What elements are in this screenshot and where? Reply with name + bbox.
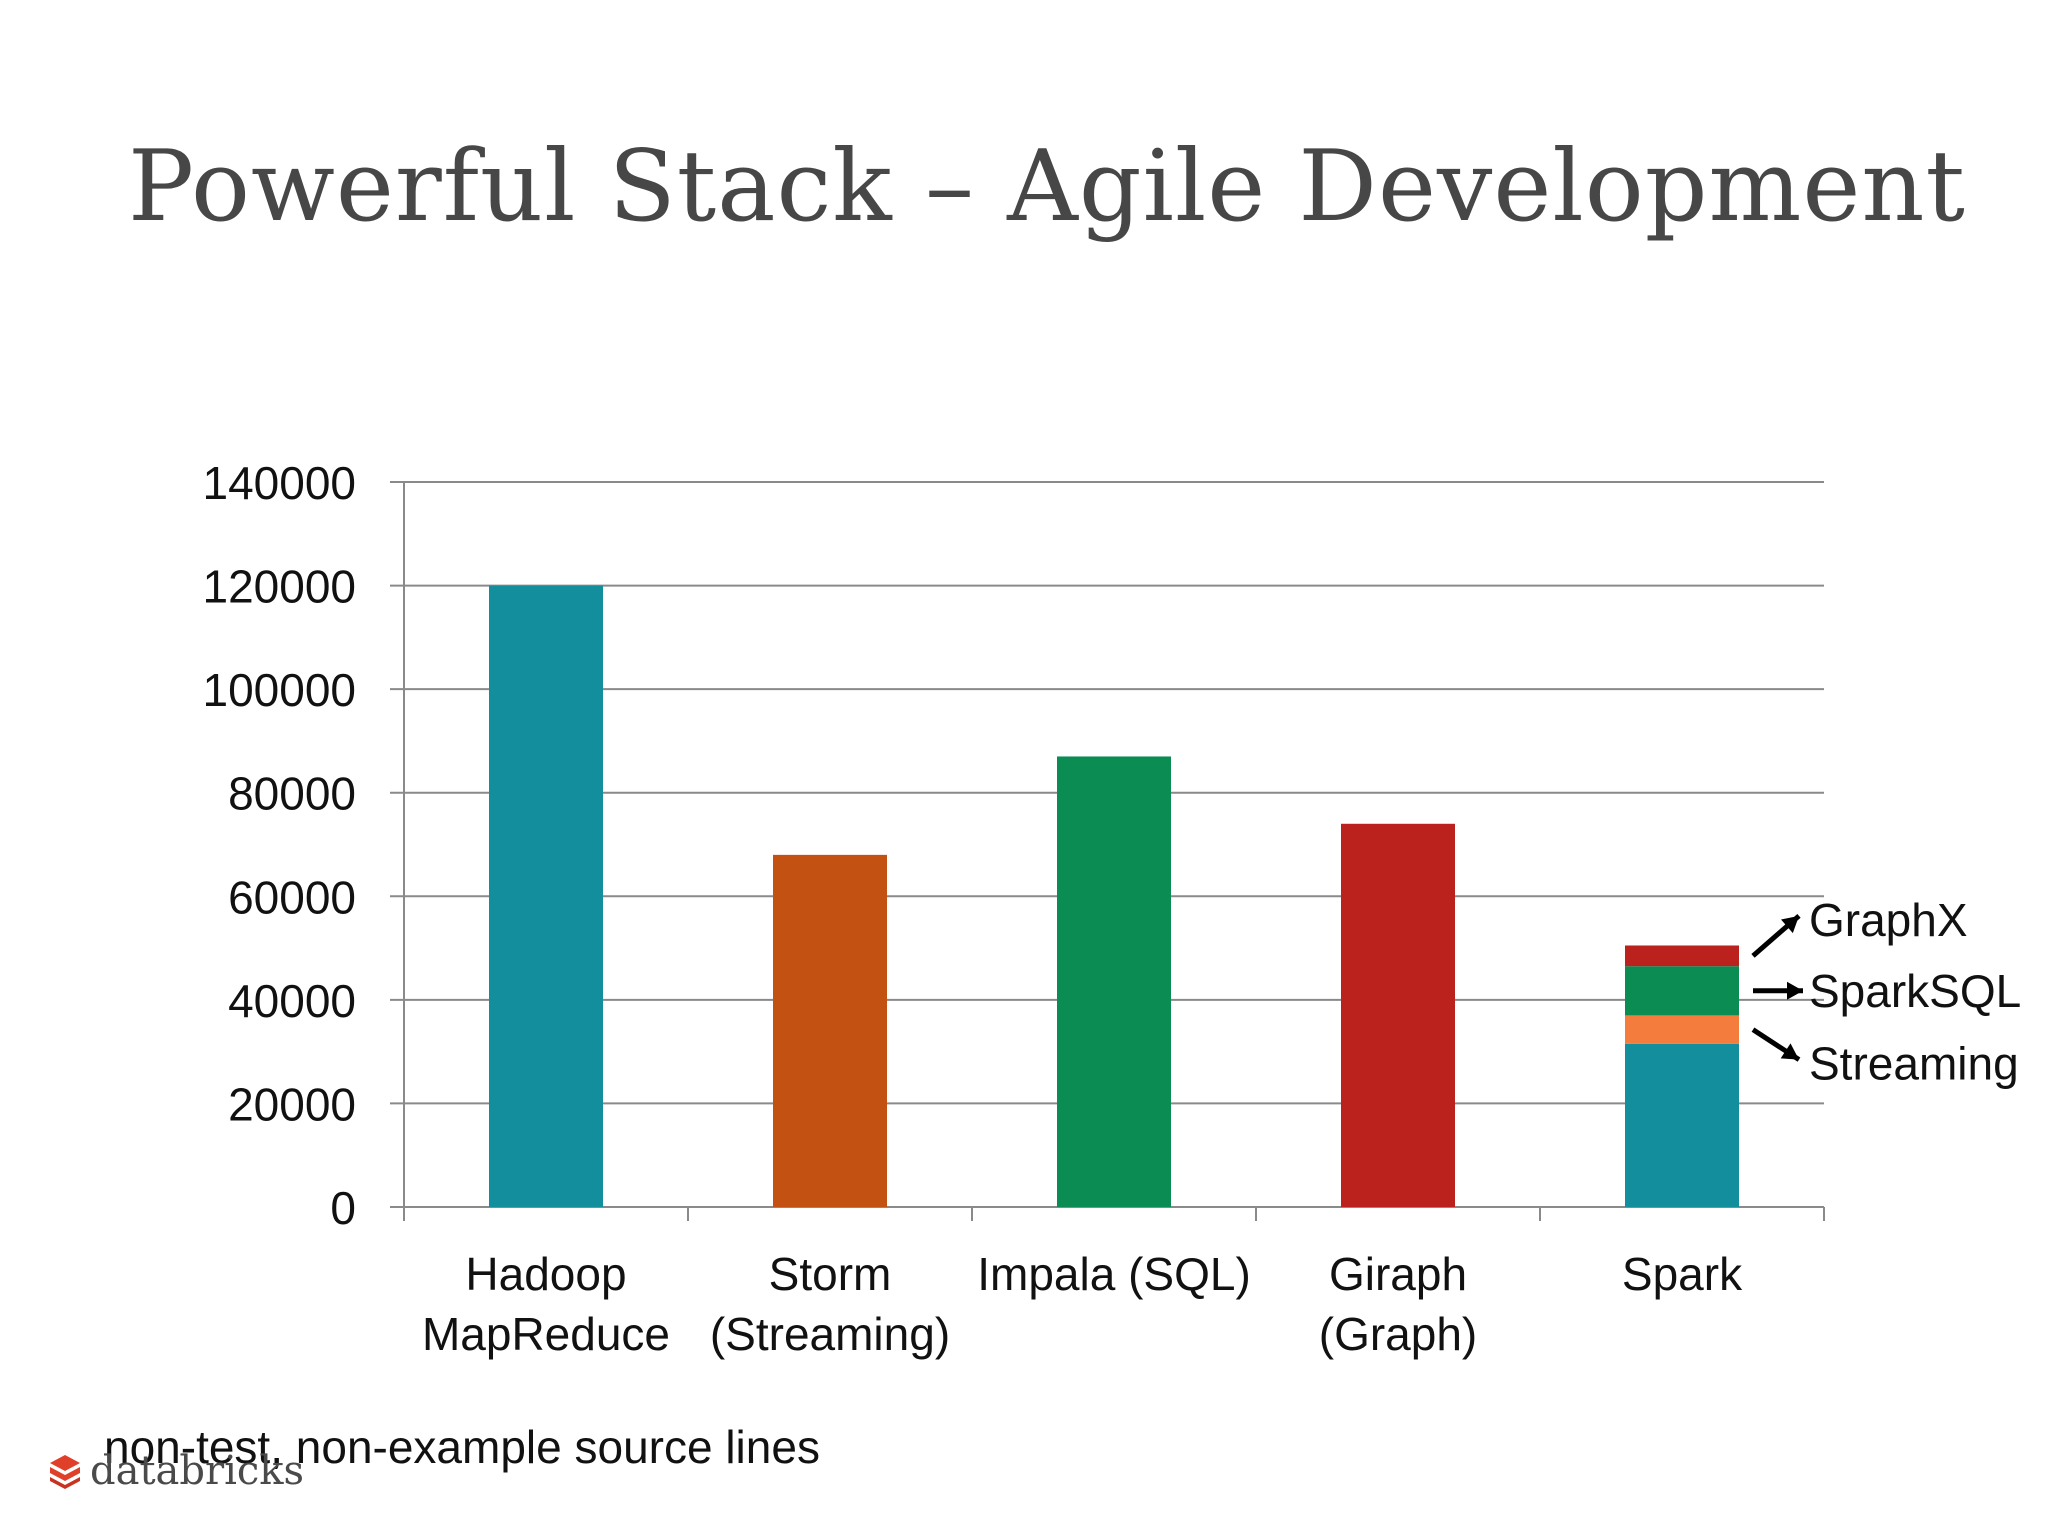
x-category-label: Giraph — [1329, 1248, 1467, 1300]
y-tick-label: 60000 — [228, 871, 356, 923]
y-tick-label: 0 — [330, 1182, 356, 1234]
y-tick-label: 20000 — [228, 1078, 356, 1130]
annotation-arrow-streaming-head — [1780, 1043, 1799, 1060]
logo-text: databricks — [90, 1448, 305, 1494]
annotation-label-sparksql: SparkSQL — [1809, 965, 2021, 1017]
x-category-label: Storm — [769, 1248, 892, 1300]
slide-title: Powerful Stack – Agile Development — [128, 130, 1966, 244]
x-category-label: Hadoop — [465, 1248, 626, 1300]
y-tick-label: 120000 — [203, 561, 357, 613]
annotation-arrow-sparksql-head — [1787, 981, 1803, 1000]
x-category-label: Impala (SQL) — [977, 1248, 1251, 1300]
x-category-label: (Graph) — [1319, 1308, 1477, 1360]
x-category-label: (Streaming) — [710, 1308, 950, 1360]
y-tick-label: 80000 — [228, 768, 356, 820]
bar-4 — [1625, 1043, 1739, 1207]
y-tick-label: 100000 — [203, 664, 357, 716]
x-category-label: Spark — [1622, 1248, 1743, 1300]
bar-0 — [489, 585, 603, 1207]
x-category-label: MapReduce — [422, 1308, 670, 1360]
databricks-logo: databricks — [48, 1448, 304, 1494]
bar-3 — [1341, 823, 1455, 1207]
bar-4-sparksql — [1625, 966, 1739, 1016]
annotation-label-streaming: Streaming — [1809, 1038, 2019, 1090]
bar-1 — [773, 854, 887, 1207]
databricks-logo-icon — [50, 1455, 80, 1489]
y-tick-label: 40000 — [228, 975, 356, 1027]
bar-2 — [1057, 756, 1171, 1207]
bar-4-streaming — [1625, 1015, 1739, 1044]
annotation-arrow-graphx-head — [1781, 915, 1799, 934]
bar-4-graphx — [1625, 945, 1739, 967]
chart-footnote: non-test, non-example source lines — [104, 1421, 820, 1473]
annotation-label-graphx: GraphX — [1809, 894, 1968, 946]
y-tick-label: 140000 — [203, 457, 357, 509]
